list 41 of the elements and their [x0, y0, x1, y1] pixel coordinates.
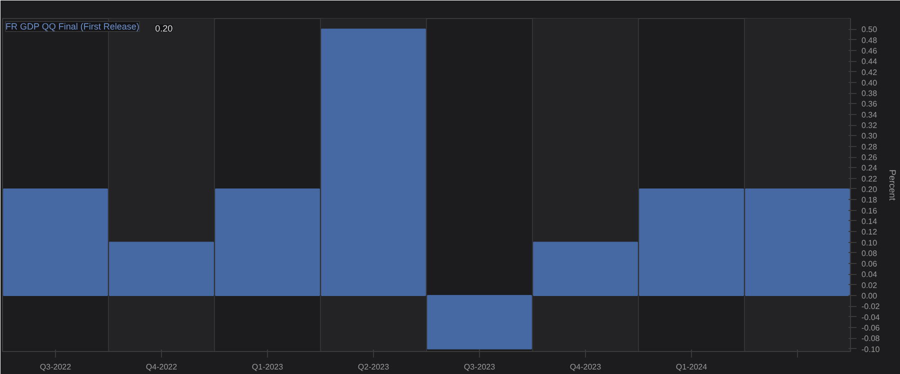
x-tick-label: Q1-2023	[252, 362, 284, 372]
y-tick-label: -0.10	[862, 344, 880, 354]
annotation: 0.20	[155, 24, 173, 34]
y-tick-label: 0.42	[862, 68, 878, 77]
y-tick-label: 0.06	[862, 260, 878, 269]
y-axis-title: Percent	[888, 169, 898, 202]
y-tick-label: 0.00	[862, 292, 878, 301]
y-tick-label: 0.40	[862, 78, 878, 88]
x-tick-label: Q4-2023	[570, 362, 602, 372]
y-tick-label: 0.24	[862, 164, 878, 173]
y-tick-label: 0.34	[862, 110, 878, 120]
y-tick-label: 0.26	[862, 153, 878, 162]
x-tick-label: Q1-2024	[676, 362, 708, 372]
y-tick-label: 0.44	[862, 57, 878, 66]
y-tick-label: 0.32	[862, 121, 878, 130]
x-tick-label: Q3-2023	[464, 362, 496, 372]
y-tick-label: 0.28	[862, 142, 878, 152]
y-tick-label: -0.04	[862, 312, 880, 322]
y-tick-label: 0.48	[862, 36, 878, 45]
text: FR GDP QQ Final (First Release)	[6, 22, 140, 32]
y-tick-label: 0.14	[862, 216, 878, 226]
y-tick-label: 0.46	[862, 46, 878, 56]
x-tick-label: Q4-2022	[146, 362, 178, 372]
x-tick-label: Q2-2023	[358, 362, 390, 372]
y-tick-label: 0.16	[862, 206, 878, 216]
y-tick-label: -0.06	[862, 324, 880, 333]
y-tick-label: 0.18	[862, 196, 878, 205]
y-tick-label: 0.02	[862, 280, 878, 290]
x-tick-label: Q3-2022	[40, 362, 72, 372]
y-tick-label: 0.50	[862, 25, 878, 34]
y-tick-label: 0.04	[862, 270, 878, 280]
y-tick-label: 0.10	[862, 238, 878, 248]
y-tick-label: 0.08	[862, 248, 878, 258]
y-tick-label: 0.20	[862, 184, 878, 194]
y-tick-label: 0.38	[862, 89, 878, 98]
y-tick-label: -0.08	[862, 334, 880, 344]
y-tick-label: -0.02	[862, 302, 880, 312]
y-tick-label: 0.30	[862, 132, 878, 141]
y-tick-label: 0.12	[862, 228, 878, 237]
y-tick-label: 0.36	[862, 100, 878, 109]
y-tick-label: 0.22	[862, 174, 878, 184]
